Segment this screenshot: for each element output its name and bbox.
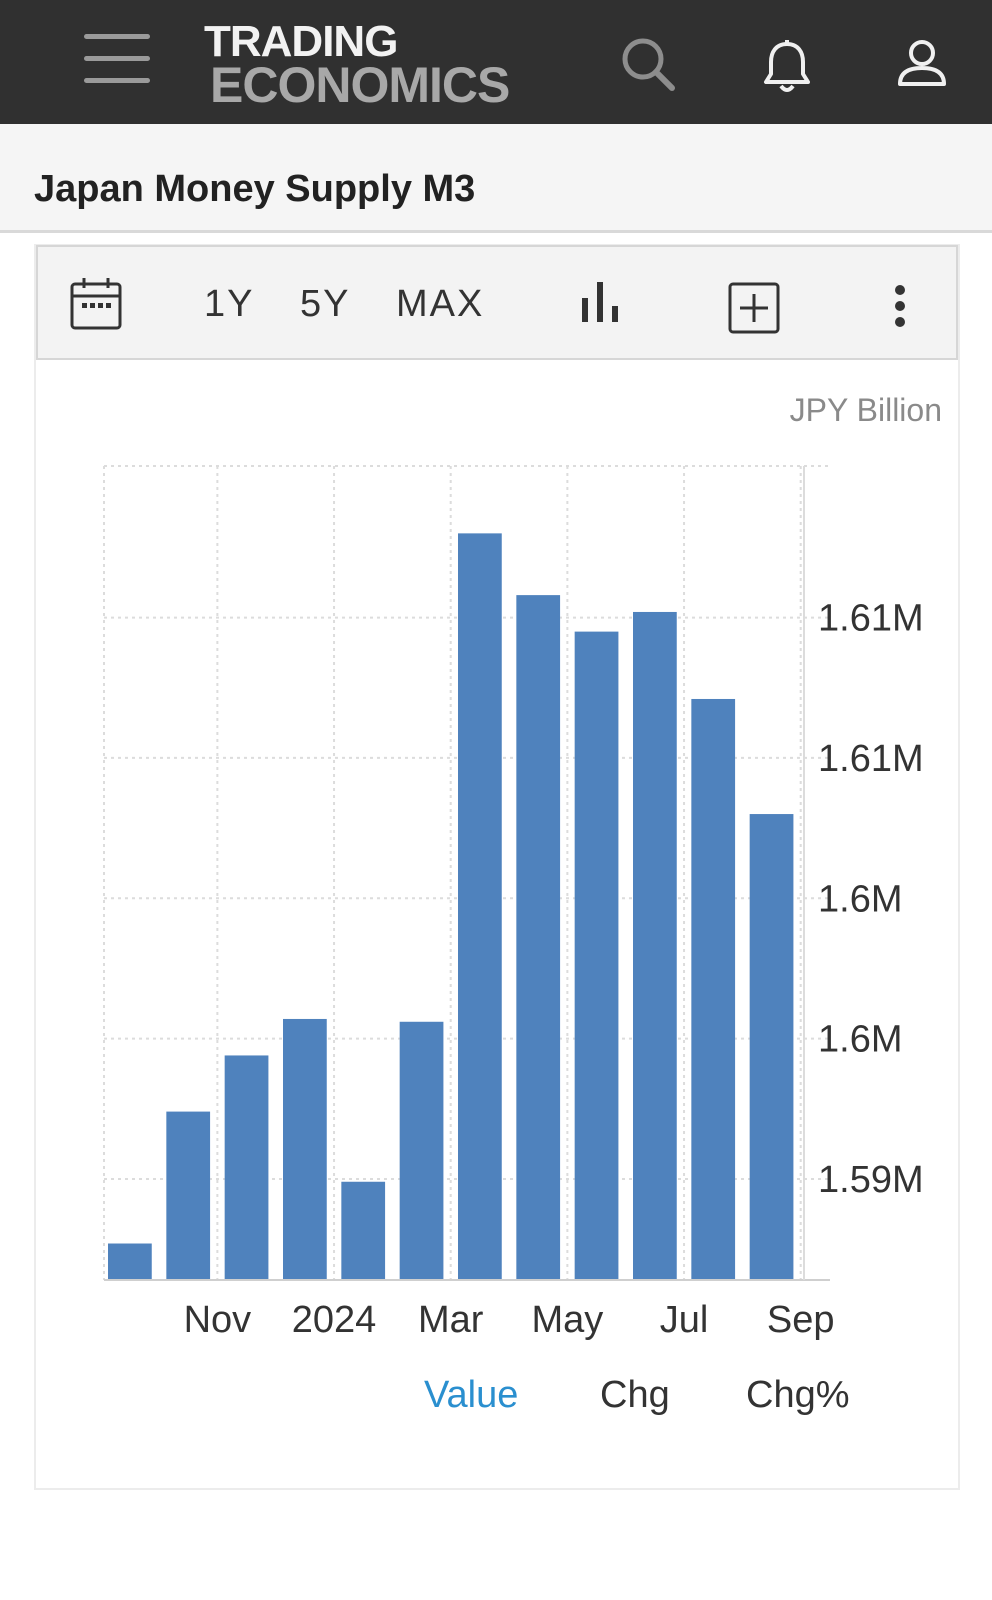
y-tick-label: 1.6M: [818, 878, 902, 920]
trading-economics-logo[interactable]: TRADING ECONOMICS: [204, 17, 510, 113]
bar-may[interactable]: [516, 595, 561, 1280]
add-comparison-icon[interactable]: [728, 282, 780, 334]
chart-toolbar: [36, 245, 958, 360]
logo-line1: TRADING: [204, 17, 398, 66]
bar-2024[interactable]: [283, 1018, 327, 1280]
tab-chg-percent[interactable]: Chg%: [746, 1374, 850, 1416]
x-tick-label: Sep: [767, 1299, 835, 1340]
x-tick-label: Nov: [184, 1299, 252, 1340]
bar-jun[interactable]: [574, 631, 619, 1280]
top-header: TRADING ECONOMICS: [0, 0, 992, 124]
x-tick-label: Mar: [418, 1299, 484, 1340]
tab-value[interactable]: Value: [424, 1374, 519, 1416]
x-tick-label: May: [531, 1299, 603, 1340]
y-tick-label: 1.61M: [818, 738, 924, 780]
logo-line2: ECONOMICS: [210, 57, 510, 113]
user-account-icon[interactable]: [896, 38, 948, 88]
range-5y-button[interactable]: 5Y: [300, 283, 351, 325]
tab-chg[interactable]: Chg: [600, 1374, 670, 1416]
bar-chart-type-icon[interactable]: [580, 280, 622, 324]
unit-label: JPY Billion: [789, 392, 942, 428]
bell-icon[interactable]: [762, 38, 812, 96]
more-options-icon[interactable]: [893, 284, 907, 328]
title-bar: Japan Money Supply M3: [0, 124, 992, 233]
hamburger-menu-icon[interactable]: [84, 32, 150, 86]
bar-aug[interactable]: [691, 698, 736, 1280]
search-icon[interactable]: [620, 36, 676, 92]
bar-apr[interactable]: [458, 533, 502, 1280]
page-title: Japan Money Supply M3: [34, 168, 476, 210]
bar-oct[interactable]: [108, 1243, 152, 1280]
bar-nov[interactable]: [166, 1111, 211, 1280]
x-tick-label: Jul: [660, 1299, 709, 1340]
bar-dec[interactable]: [224, 1055, 269, 1280]
range-1y-button[interactable]: 1Y: [204, 283, 255, 325]
range-max-button[interactable]: MAX: [396, 283, 485, 325]
y-tick-label: 1.59M: [818, 1159, 924, 1201]
bar-mar[interactable]: [399, 1021, 444, 1280]
y-tick-label: 1.6M: [818, 1019, 902, 1061]
y-tick-label: 1.61M: [818, 598, 924, 640]
bar-sep[interactable]: [749, 814, 794, 1280]
x-tick-label: 2024: [292, 1299, 377, 1340]
bar-feb[interactable]: [341, 1181, 386, 1280]
calendar-icon[interactable]: [70, 276, 122, 332]
bar-jul[interactable]: [633, 611, 677, 1280]
bar-chart: 1.59M 1.6M 1.6M 1.61M 1.61M Nov 2024 Mar May Jul S…: [103, 465, 924, 1340]
